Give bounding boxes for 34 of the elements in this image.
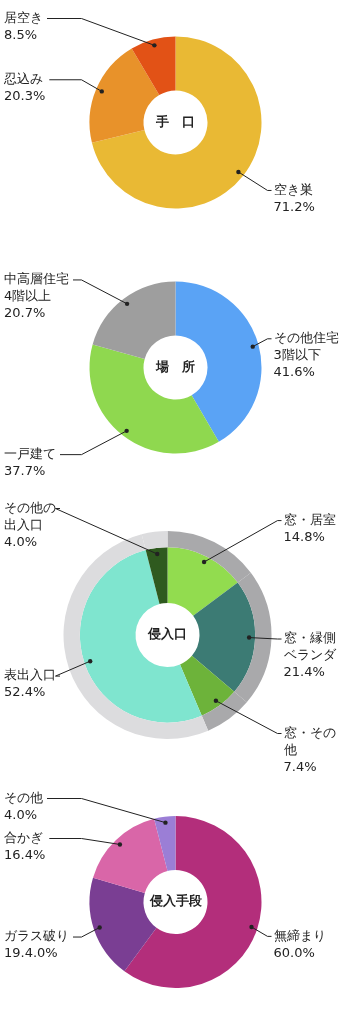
- slice-label: 表出入口: [4, 667, 56, 683]
- data-label: 60.0%: [273, 944, 315, 960]
- text: 52.4%: [4, 684, 46, 700]
- text: 14.8%: [283, 528, 325, 544]
- slice-label: 窓・縁側ベランダ: [283, 630, 337, 663]
- slice-label: 窓・その他: [283, 724, 336, 757]
- slice-label: 合かぎ: [4, 829, 43, 845]
- data-label: 20.3%: [4, 88, 46, 104]
- slice-label: 空き巣: [273, 181, 313, 197]
- text: 侵入手段: [148, 893, 203, 909]
- data-label: 20.7%: [4, 305, 46, 321]
- data-label: 71.2%: [273, 198, 315, 214]
- text: 侵入口: [147, 626, 187, 642]
- data-label: 19.4.0%: [4, 945, 58, 961]
- text: 場 所: [155, 358, 195, 374]
- text: 4.0%: [4, 533, 38, 549]
- slice-label: 中高層住宅4階以上: [4, 271, 69, 304]
- data-label: 8.5%: [4, 26, 38, 42]
- slice-label: その他住宅3階以下: [273, 330, 339, 363]
- data-label: 41.6%: [273, 364, 315, 380]
- slice-label: 忍込み: [3, 71, 43, 87]
- slice-label: 窓・居室: [283, 511, 336, 527]
- slice-label: ガラス破り: [4, 928, 69, 944]
- data-label: 4.0%: [4, 806, 38, 822]
- text: 7.4%: [283, 758, 317, 774]
- data-label: 16.4%: [4, 846, 46, 862]
- slice-label: その他: [4, 789, 43, 805]
- slice-label: 一戸建て: [4, 446, 56, 461]
- slice-label: その他の出入口: [4, 499, 56, 532]
- data-label: 37.7%: [4, 463, 46, 478]
- text: 手 口: [155, 113, 195, 129]
- slice-label: 居空き: [4, 9, 43, 25]
- slice-label: 無締まり: [273, 927, 326, 943]
- text: 21.4%: [283, 664, 325, 680]
